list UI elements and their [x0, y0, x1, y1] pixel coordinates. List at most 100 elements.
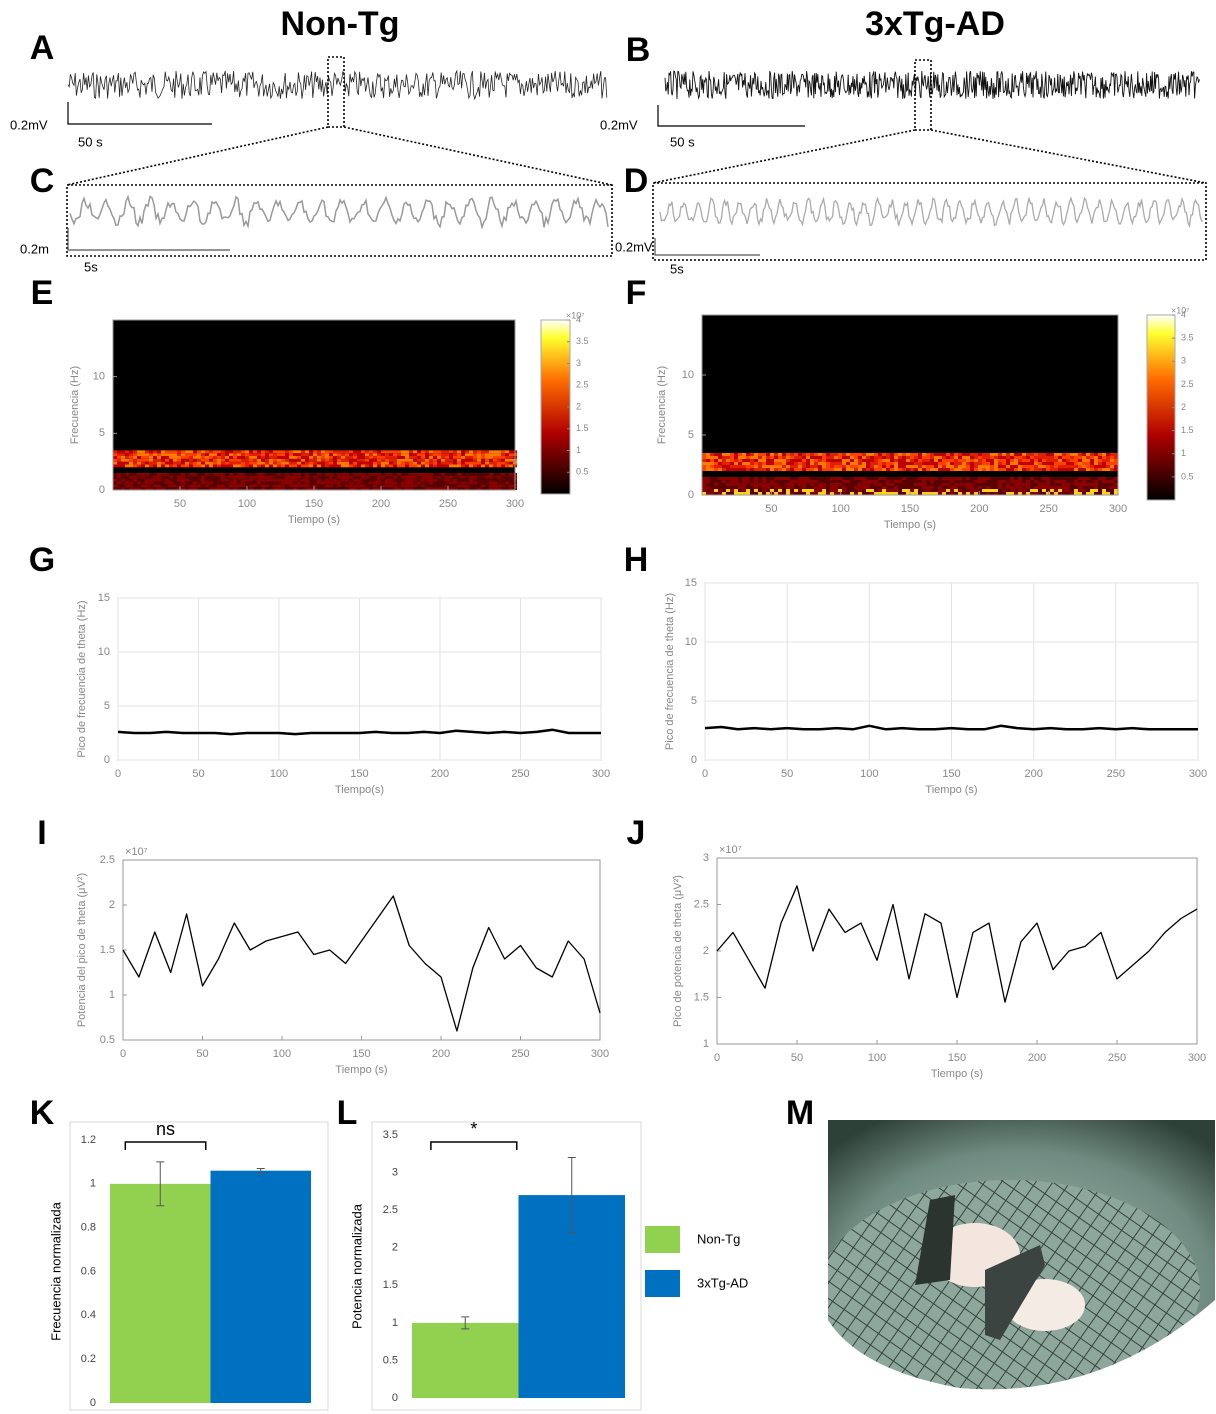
panel-label: M	[786, 1094, 814, 1132]
legend-label: 3xTg-AD	[697, 1275, 748, 1290]
spectrogram-cell	[277, 473, 281, 476]
spectrogram-cell	[413, 464, 417, 468]
spectrogram-cell	[397, 475, 401, 479]
spectrogram-cell	[718, 453, 722, 456]
spectrogram-cell	[930, 492, 934, 495]
spectrogram-cell	[445, 456, 449, 459]
spectrogram-cell	[485, 458, 489, 462]
spectrogram-cell	[1038, 489, 1042, 492]
spectrogram-cell	[297, 461, 301, 465]
spectrogram-cell	[962, 459, 966, 462]
spectrogram-cell	[1050, 480, 1054, 483]
spectrogram-cell	[854, 480, 858, 483]
spectrogram-cell	[429, 473, 433, 476]
spectrogram-cell	[926, 465, 930, 468]
spectrogram-cell	[289, 461, 293, 465]
spectrogram-cell	[157, 478, 161, 482]
spectrogram-cell	[1042, 480, 1046, 483]
spectrogram-cell	[305, 450, 309, 454]
spectrogram-cell	[305, 478, 309, 482]
legend-label: Non-Tg	[697, 1231, 740, 1246]
spectrogram-cell	[469, 453, 473, 456]
spectrogram-cell	[301, 473, 305, 476]
spectrogram-cell	[121, 475, 125, 479]
spectrogram-cell	[285, 458, 289, 462]
spectrogram-cell	[774, 486, 778, 489]
spectrogram-cell	[321, 473, 325, 476]
spectrogram-cell	[742, 462, 746, 465]
spectrogram-cell	[846, 456, 850, 459]
spectrogram-cell	[962, 468, 966, 471]
spectrogram-cell	[429, 456, 433, 459]
spectrogram-cell	[453, 464, 457, 468]
spectrogram-cell	[1098, 459, 1102, 462]
spectrogram-cell	[1002, 480, 1006, 483]
spectrogram-cell	[441, 456, 445, 459]
spectrogram-cell	[758, 492, 762, 495]
y-tick-label: 0.4	[81, 1309, 96, 1321]
spectrogram-cell	[786, 465, 790, 468]
x-tick-label: 250	[511, 1048, 529, 1060]
spectrogram-cell	[205, 473, 209, 476]
spectrogram-cell	[245, 481, 249, 485]
spectrogram-cell	[790, 489, 794, 492]
spectrogram-cell	[309, 484, 313, 488]
spectrogram-cell	[1098, 489, 1102, 492]
spectrogram-cell	[389, 461, 393, 465]
spectrogram-cell	[189, 484, 193, 488]
spectrogram-cell	[1030, 480, 1034, 483]
spectrogram-cell	[790, 453, 794, 456]
spectrogram-cell	[806, 453, 810, 456]
spectrogram-cell	[465, 464, 469, 468]
spectrogram-cell	[421, 478, 425, 482]
spectrogram-cell	[189, 481, 193, 485]
spectrogram-cell	[710, 453, 714, 456]
x-tick-label: 250	[1107, 768, 1125, 780]
error-bar	[461, 1316, 470, 1330]
spectrogram-cell	[121, 481, 125, 485]
spectrogram-cell	[702, 480, 706, 483]
spectrogram-cell	[445, 478, 449, 482]
spectrogram-cell	[369, 484, 373, 488]
spectrogram-cell	[730, 492, 734, 495]
spectrogram-cell	[469, 461, 473, 465]
spectrogram-cell	[754, 480, 758, 483]
spectrogram-cell	[754, 489, 758, 492]
spectrogram-cell	[738, 486, 742, 489]
spectrogram-cell	[197, 458, 201, 462]
spectrogram-cell	[990, 480, 994, 483]
spectrogram-cell	[1058, 453, 1062, 456]
spectrogram-cell	[1050, 492, 1054, 495]
spectrogram-cell	[377, 464, 381, 468]
spectrogram-cell	[862, 486, 866, 489]
spectrogram-cell	[465, 481, 469, 485]
spectrogram-cell	[449, 456, 453, 459]
spectrogram-cell	[1074, 477, 1078, 480]
spectrogram-cell	[746, 480, 750, 483]
spectrogram-cell	[898, 453, 902, 456]
y-tick-label: 0.5	[100, 1034, 115, 1046]
spectrogram-cell	[265, 478, 269, 482]
spectrogram-cell	[385, 453, 389, 456]
spectrogram-cell	[1098, 486, 1102, 489]
spectrogram-cell	[313, 453, 317, 456]
spectrogram-cell	[826, 456, 830, 459]
spectrogram-cell	[229, 458, 233, 462]
spectrogram-cell	[1098, 456, 1102, 459]
spectrogram-cell	[205, 458, 209, 462]
spectrogram-cell	[497, 481, 501, 485]
spectrogram-cell	[754, 465, 758, 468]
spectrogram-cell	[249, 450, 253, 454]
spectrogram-cell	[349, 481, 353, 485]
spectrogram-cell	[1074, 492, 1078, 495]
spectrogram-cell	[846, 480, 850, 483]
spectrogram-cell	[173, 464, 177, 468]
spectrogram-cell	[818, 468, 822, 471]
spectrogram-cell	[353, 473, 357, 476]
spectrogram-cell	[798, 453, 802, 456]
spectrogram-cell	[898, 483, 902, 486]
spectrogram-cell	[381, 478, 385, 482]
spectrogram-cell	[117, 456, 121, 459]
spectrogram-cell	[762, 459, 766, 462]
spectrogram-cell	[934, 486, 938, 489]
